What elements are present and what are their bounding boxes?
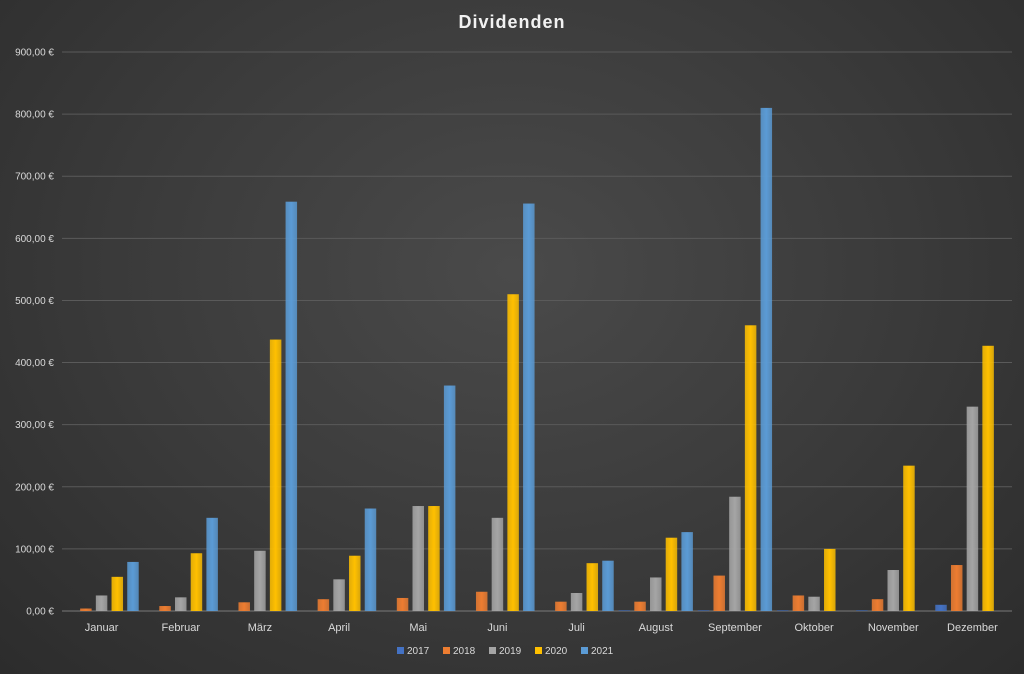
x-category-label: Dezember <box>947 622 998 634</box>
bar-2020-januar <box>111 576 124 611</box>
y-tick-label: 100,00 € <box>15 544 54 555</box>
bar-2019-april <box>333 579 345 611</box>
bar-2021-januar <box>127 561 139 611</box>
x-category-label: Oktober <box>795 622 834 634</box>
y-tick-label: 900,00 € <box>15 48 54 59</box>
bar-2018-dezember <box>950 565 963 611</box>
bar-2018-november <box>871 599 884 611</box>
bar-2019-september <box>729 496 741 611</box>
bar-2021-august <box>681 532 693 611</box>
bar-2020-juni <box>507 294 519 611</box>
bar-2018-juli <box>555 601 567 611</box>
bar-2018-januar <box>80 608 92 611</box>
bar-2020-februar <box>190 553 203 611</box>
bar-2018-september <box>713 575 725 611</box>
legend-swatch-2020 <box>535 647 542 654</box>
legend-label-2019: 2019 <box>499 646 522 657</box>
bar-2019-januar <box>95 595 108 611</box>
bar-2019-juni <box>491 517 504 611</box>
y-tick-label: 400,00 € <box>15 358 54 369</box>
bar-2019-februar <box>175 597 187 611</box>
legend: 2017 2018 2019 2020 2021 <box>397 646 614 657</box>
bar-2021-märz <box>285 201 298 611</box>
bar-2020-april <box>349 555 361 611</box>
chart-title: Dividenden <box>458 12 565 32</box>
bar-2020-märz <box>269 339 282 611</box>
y-tick-label: 0,00 € <box>26 607 54 618</box>
bar-2021-juli <box>602 560 614 611</box>
bar-2019-oktober <box>808 596 820 611</box>
x-category-label: Januar <box>85 622 119 634</box>
bar-2019-dezember <box>966 406 979 611</box>
bar-2018-juni <box>475 591 488 611</box>
bar-2021-april <box>364 508 377 611</box>
bar-2018-april <box>317 599 330 611</box>
bar-2020-juli <box>586 563 599 611</box>
x-category-label: Mai <box>409 622 427 634</box>
bar-2021-mai <box>443 385 456 611</box>
bar-2017-november <box>856 610 868 611</box>
y-tick-label: 700,00 € <box>15 172 54 183</box>
bar-2019-juli <box>570 592 583 611</box>
bar-2018-mai <box>396 597 409 611</box>
bar-2020-dezember <box>982 345 994 611</box>
bar-2018-august <box>634 601 646 611</box>
bar-2019-november <box>887 570 899 611</box>
legend-label-2021: 2021 <box>591 646 614 657</box>
x-category-label: Februar <box>161 622 200 634</box>
x-category-label: April <box>328 622 350 634</box>
x-category-label: Juni <box>487 622 507 634</box>
bar-2017-september <box>697 610 710 611</box>
bar-2019-mai <box>412 506 424 611</box>
bar-2020-november <box>903 465 915 611</box>
legend-swatch-2017 <box>397 647 404 654</box>
bar-2018-februar <box>159 606 171 611</box>
y-tick-label: 200,00 € <box>15 482 54 493</box>
legend-label-2020: 2020 <box>545 646 568 657</box>
y-tick-label: 500,00 € <box>15 296 54 307</box>
legend-label-2017: 2017 <box>407 646 430 657</box>
bar-2021-juni <box>523 203 535 612</box>
x-category-label: März <box>248 622 272 634</box>
bar-2021-september <box>760 107 773 612</box>
legend-label-2018: 2018 <box>453 646 476 657</box>
bar-2019-august <box>650 577 662 611</box>
legend-swatch-2021 <box>581 647 588 654</box>
bar-2020-oktober <box>824 548 836 611</box>
bars-layer <box>80 107 994 612</box>
x-category-label: August <box>639 622 673 634</box>
bar-2017-august <box>618 610 631 611</box>
x-category-label: November <box>868 622 919 634</box>
y-tick-label: 600,00 € <box>15 234 54 245</box>
grid-layer: 0,00 € 100,00 € 200,00 € 300,00 € 400,00 € 50… <box>15 48 1012 618</box>
legend-swatch-2018 <box>443 647 450 654</box>
bar-2017-oktober <box>776 610 789 611</box>
bar-2019-märz <box>254 550 266 611</box>
bar-2018-oktober <box>792 595 805 611</box>
bar-2020-mai <box>428 506 440 611</box>
x-category-label: Juli <box>568 622 585 634</box>
y-tick-label: 300,00 € <box>15 420 54 431</box>
bar-2018-märz <box>238 602 250 611</box>
bar-2017-dezember <box>935 604 947 611</box>
x-category-labels: Januar Februar März April Mai Juni Juli August S… <box>85 622 998 634</box>
bar-2020-september <box>744 325 757 611</box>
x-category-label: September <box>708 622 762 634</box>
y-tick-label: 800,00 € <box>15 110 54 121</box>
bar-2021-februar <box>206 517 218 611</box>
bar-2020-august <box>665 537 678 611</box>
legend-swatch-2019 <box>489 647 496 654</box>
